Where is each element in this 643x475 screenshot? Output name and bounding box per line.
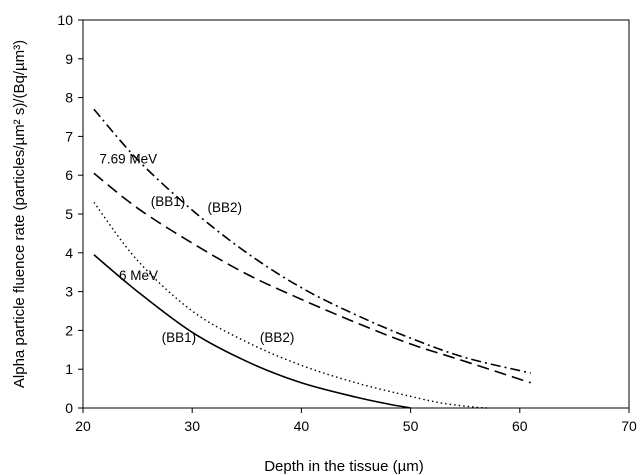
annotation-label: 6 MeV xyxy=(119,268,158,283)
series-line-solid xyxy=(93,254,411,409)
annotation-label: 7.69 MeV xyxy=(99,152,157,167)
x-tick-label: 40 xyxy=(294,418,310,434)
y-axis-title: Alpha particle fluence rate (particles/µ… xyxy=(11,40,28,388)
annotation-label: (BB1) xyxy=(151,194,186,209)
y-tick-label: 8 xyxy=(65,90,73,106)
series-line-dotted xyxy=(93,201,488,409)
y-tick-label: 2 xyxy=(65,322,73,338)
plot-area: 0 1 2 3 4 5 6 7 8 9 10 20 30 40 50 60 70 xyxy=(57,12,637,434)
series-line-dashed xyxy=(93,172,531,384)
y-tick-label: 0 xyxy=(65,400,73,416)
y-tick-label: 4 xyxy=(65,245,73,261)
annotation-layer: 7.69 MeV (BB1) (BB2) 6 MeV (BB1) (BB2) xyxy=(99,152,294,345)
y-tick-label: 5 xyxy=(65,206,73,222)
series-layer xyxy=(93,108,531,409)
annotation-label: (BB1) xyxy=(162,330,197,345)
series-line-dash-dot xyxy=(93,108,531,374)
y-tick-label: 9 xyxy=(65,51,73,67)
y-tick-label: 1 xyxy=(65,361,73,377)
y-tick-label: 7 xyxy=(65,128,73,144)
annotation-label: (BB2) xyxy=(260,330,295,345)
x-tick-label: 50 xyxy=(403,418,419,434)
plot-frame xyxy=(82,19,630,409)
x-tick-label: 30 xyxy=(184,418,200,434)
x-tick-label: 20 xyxy=(75,418,91,434)
x-tick-label: 60 xyxy=(512,418,528,434)
y-tick-label: 6 xyxy=(65,167,73,183)
y-tick-label: 3 xyxy=(65,284,73,300)
x-axis-title: Depth in the tissue (µm) xyxy=(264,458,424,475)
annotation-label: (BB2) xyxy=(207,200,242,215)
y-tick-label: 10 xyxy=(57,12,73,28)
x-tick-label: 70 xyxy=(621,418,637,434)
